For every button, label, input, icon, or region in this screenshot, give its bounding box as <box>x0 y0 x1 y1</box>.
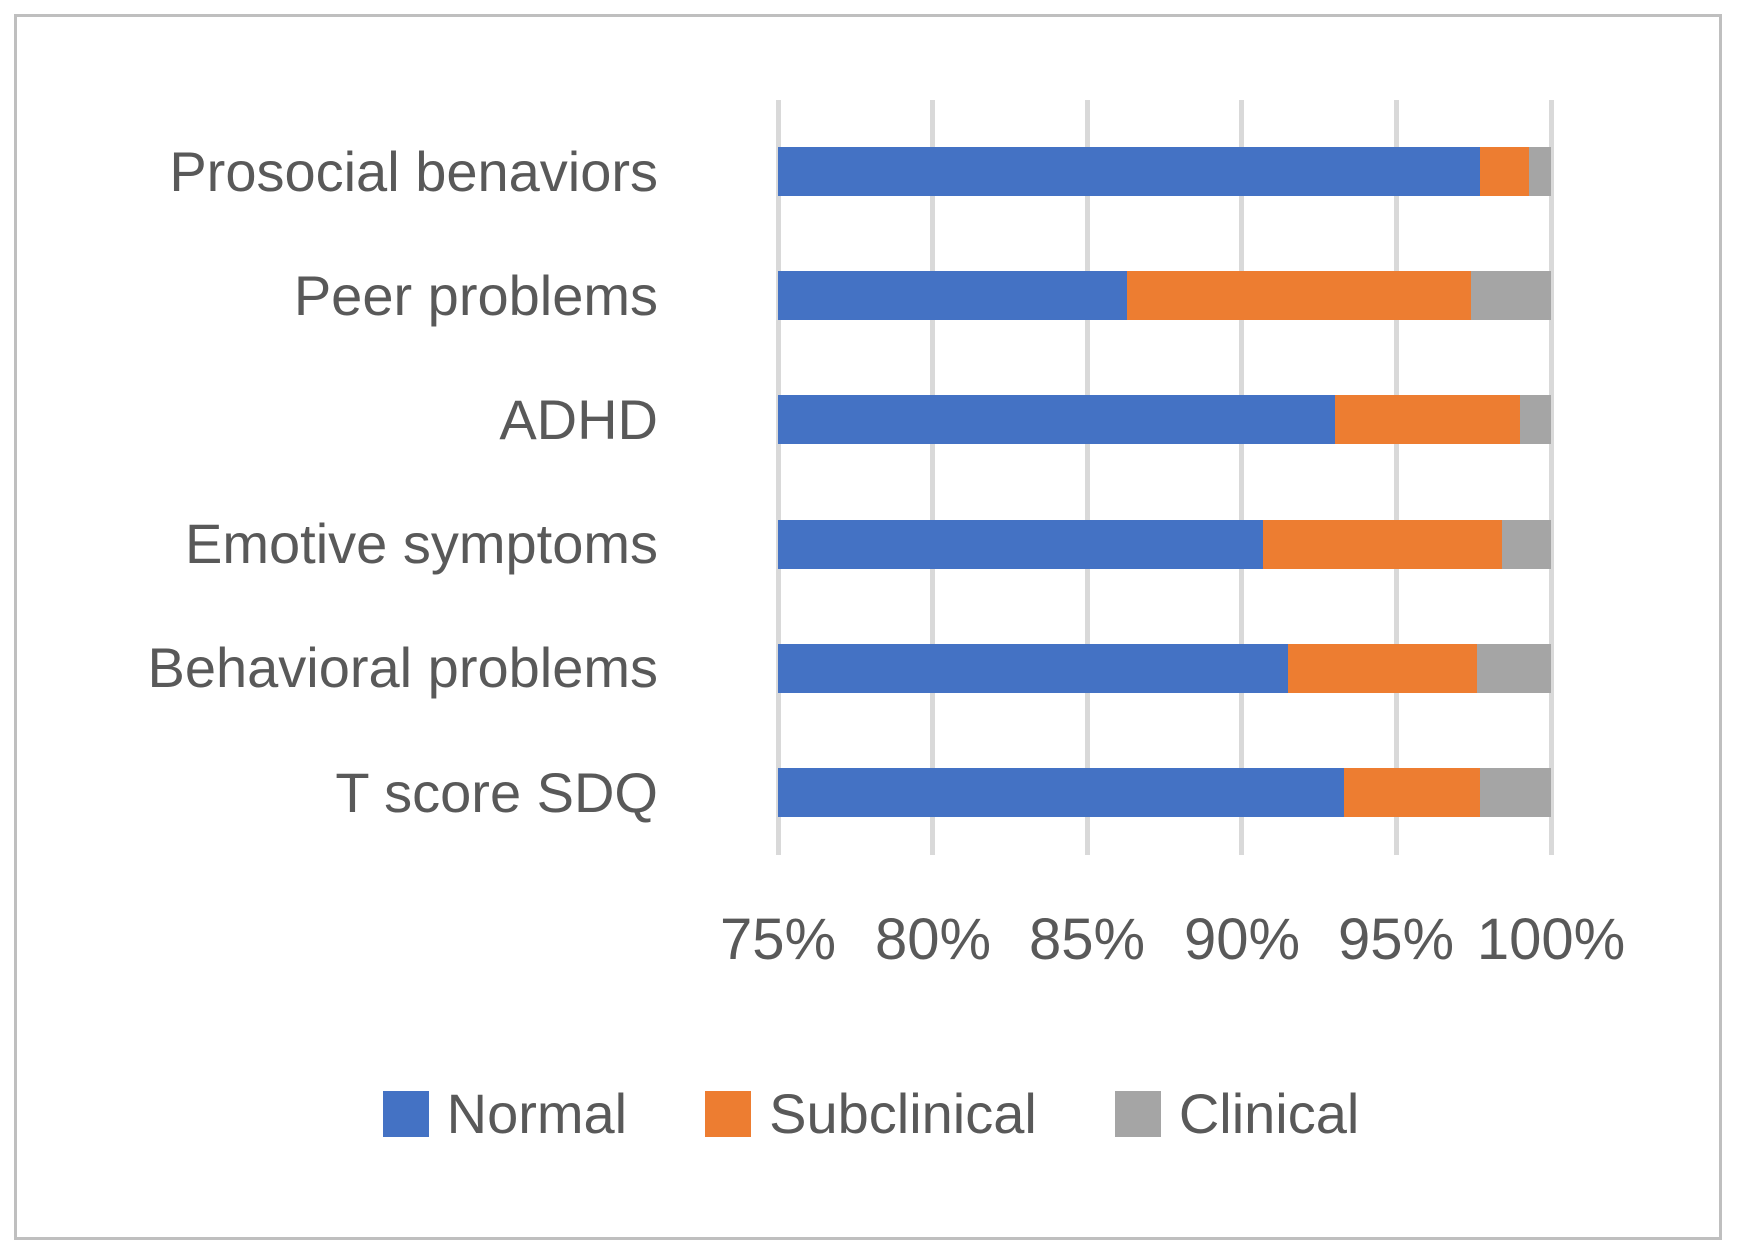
legend-label: Normal <box>446 1082 628 1145</box>
legend-item-normal: Normal <box>382 1082 628 1145</box>
gridline <box>1084 100 1090 855</box>
bar-segment-clinical <box>1479 768 1551 817</box>
x-tick-label: 75% <box>719 907 837 972</box>
gridline <box>1239 100 1245 855</box>
x-tick-label: 95% <box>1337 907 1455 972</box>
bar-segment-normal <box>778 271 1128 320</box>
gridline <box>1393 100 1399 855</box>
bar-row <box>778 271 1551 320</box>
bar-segment-normal <box>778 147 1480 196</box>
category-label: Behavioral problems <box>147 636 658 699</box>
legend-label: Subclinical <box>769 1082 1037 1145</box>
bar-segment-subclinical <box>1343 768 1480 817</box>
bar-segment-normal <box>778 768 1344 817</box>
category-label: ADHD <box>499 388 658 451</box>
legend-swatch-normal <box>382 1091 429 1137</box>
category-label: Peer problems <box>293 264 658 327</box>
bar-segment-normal <box>778 644 1289 693</box>
bar-segment-subclinical <box>1288 644 1477 693</box>
x-tick-label: 100% <box>1476 907 1626 972</box>
bar-segment-clinical <box>1520 395 1551 444</box>
bar-row <box>778 147 1551 196</box>
legend: Normal Subclinical Clinical <box>0 1085 1742 1143</box>
bar-segment-clinical <box>1476 644 1551 693</box>
legend-swatch-clinical <box>1114 1091 1161 1137</box>
bar-segment-subclinical <box>1479 147 1530 196</box>
category-label: Prosocial benaviors <box>169 140 658 203</box>
bar-segment-subclinical <box>1263 520 1502 569</box>
legend-label: Clinical <box>1178 1082 1360 1145</box>
bar-segment-normal <box>778 395 1335 444</box>
x-tick-label: 90% <box>1183 907 1301 972</box>
x-tick-label: 85% <box>1028 907 1146 972</box>
bar-segment-clinical <box>1529 147 1551 196</box>
bar-row <box>778 768 1551 817</box>
category-label: Emotive symptoms <box>185 512 658 575</box>
bar-segment-normal <box>778 520 1264 569</box>
bar-segment-clinical <box>1501 520 1551 569</box>
gridline <box>930 100 936 855</box>
legend-item-subclinical: Subclinical <box>705 1085 1037 1143</box>
bar-row <box>778 520 1551 569</box>
category-label: T score SDQ <box>335 761 658 824</box>
bar-row <box>778 395 1551 444</box>
legend-swatch-subclinical <box>705 1091 752 1137</box>
value-axis-line <box>775 100 781 855</box>
bar-segment-clinical <box>1470 271 1551 320</box>
bar-segment-subclinical <box>1334 395 1521 444</box>
gridline <box>1548 100 1554 855</box>
x-tick-label: 80% <box>874 907 992 972</box>
bar-row <box>778 644 1551 693</box>
bar-segment-subclinical <box>1127 271 1471 320</box>
legend-item-clinical: Clinical <box>1114 1082 1360 1145</box>
